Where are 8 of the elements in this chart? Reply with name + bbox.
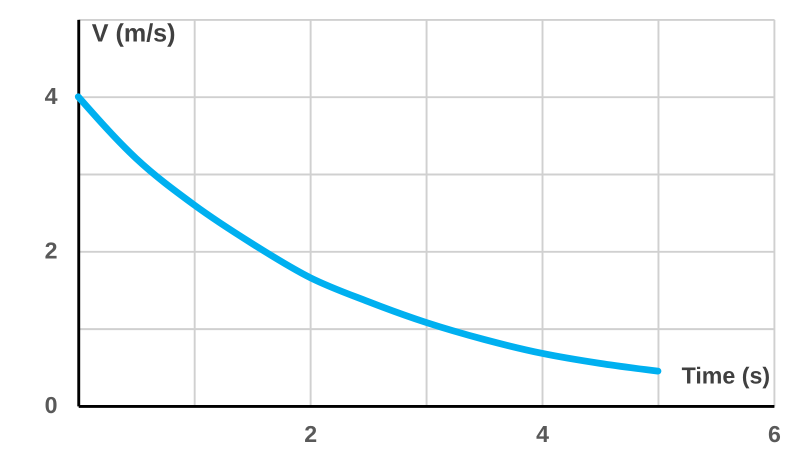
x-tick-label: 2 bbox=[304, 421, 318, 448]
y-tick-label: 2 bbox=[44, 238, 58, 264]
x-tick-label: 6 bbox=[768, 421, 781, 448]
x-tick-label: 4 bbox=[536, 421, 550, 448]
x-axis-title: Time (s) bbox=[682, 362, 770, 389]
y-axis-title: V (m/s) bbox=[92, 20, 176, 48]
y-tick-label: 0 bbox=[44, 392, 58, 418]
y-tick-label: 4 bbox=[44, 82, 58, 109]
